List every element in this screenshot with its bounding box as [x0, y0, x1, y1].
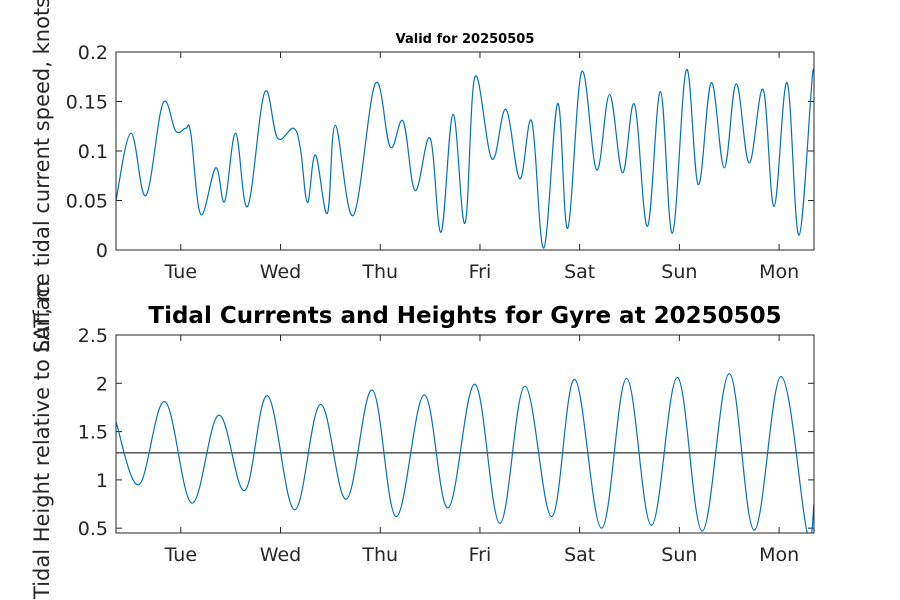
height-chart-x-ticks: Tue Wed Thu Fri Sat Sun Mon [164, 335, 799, 566]
height-chart-plot-area [116, 373, 814, 533]
speed-chart-xtick-label: Mon [759, 261, 799, 283]
height-chart-xtick-label: Mon [759, 544, 799, 566]
speed-chart-xtick-label: Tue [164, 261, 197, 283]
speed-chart-ylabel: Surface tidal current speed, knots [30, 0, 54, 353]
height-chart-xtick-label: Tue [164, 544, 197, 566]
height-chart-xtick-label: Sat [564, 544, 595, 566]
height-chart-ytick-label: 2 [96, 373, 108, 395]
speed-chart-xtick-label: Thu [361, 261, 398, 283]
speed-chart-series-line [116, 68, 814, 249]
height-chart-xtick-label: Sun [661, 544, 697, 566]
height-chart-ylabel: Tidal Height relative to LAT, m [30, 281, 54, 600]
height-chart-axes-box [115, 334, 815, 534]
height-chart-ytick-label: 1.5 [78, 422, 108, 444]
height-chart-ytick-label: 0.5 [78, 518, 108, 540]
height-chart-ytick-label: 1 [96, 470, 108, 492]
speed-chart-axes-box [115, 51, 815, 251]
speed-chart-xtick-label: Sat [564, 261, 595, 283]
height-chart-xtick-label: Wed [260, 544, 301, 566]
height-chart-title: Tidal Currents and Heights for Gyre at 2… [148, 303, 781, 329]
speed-chart-ytick-label: 0.05 [66, 191, 108, 213]
speed-chart-ytick-label: 0 [96, 240, 108, 262]
speed-chart-xtick-label: Wed [260, 261, 301, 283]
speed-chart-ytick-label: 0.2 [78, 42, 108, 64]
speed-chart-plot-area [116, 68, 814, 249]
height-chart-series-line [116, 373, 814, 533]
height-chart: Tidal Currents and Heights for Gyre at 2… [78, 303, 815, 566]
height-chart-y-ticks: 0.5 1 1.5 2 2.5 [78, 325, 814, 540]
speed-chart-ytick-label: 0.1 [78, 141, 108, 163]
speed-chart-x-ticks: Tue Wed Thu Fri Sat Sun Mon [164, 52, 799, 283]
height-chart-xtick-label: Thu [361, 544, 398, 566]
speed-chart-title: Valid for 20250505 [396, 32, 535, 47]
speed-chart-ytick-label: 0.15 [66, 92, 108, 114]
speed-chart: Valid for 20250505 0 0.05 0.1 0.15 0.2 Tue We… [66, 32, 815, 283]
height-chart-xtick-label: Fri [469, 544, 492, 566]
speed-chart-xtick-label: Fri [469, 261, 492, 283]
speed-chart-xtick-label: Sun [661, 261, 697, 283]
height-chart-ytick-label: 2.5 [78, 325, 108, 347]
